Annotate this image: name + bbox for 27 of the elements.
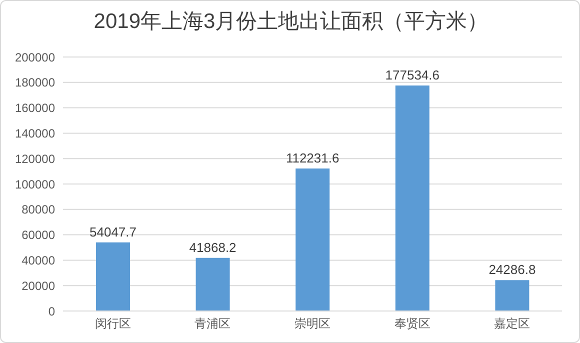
y-tick-label: 200000 <box>14 50 56 64</box>
bar <box>96 242 130 311</box>
x-tick-label: 奉贤区 <box>394 316 430 331</box>
data-label: 41868.2 <box>189 240 236 255</box>
y-tick-label: 100000 <box>14 177 56 192</box>
x-tick-label: 嘉定区 <box>494 316 530 331</box>
x-tick-label: 青浦区 <box>194 316 231 331</box>
chart-title: 2019年上海3月份土地出让面积（平方米） <box>92 9 490 35</box>
y-tick-label: 0 <box>48 304 56 318</box>
y-tick-label: 180000 <box>14 76 56 90</box>
bar <box>495 280 530 311</box>
data-label: 177534.6 <box>385 68 440 83</box>
data-label: 112231.6 <box>286 150 340 166</box>
y-tick-label: 80000 <box>22 202 56 217</box>
data-label: 54047.7 <box>90 224 136 240</box>
data-label: 24286.8 <box>488 262 536 278</box>
y-tick-label: 60000 <box>22 228 56 242</box>
x-tick-label: 崇明区 <box>294 316 330 331</box>
y-tick-label: 140000 <box>14 126 56 140</box>
y-tick-label: 160000 <box>14 101 56 116</box>
y-tick-label: 40000 <box>22 253 56 268</box>
y-tick-label: 20000 <box>22 278 56 293</box>
y-tick-label: 120000 <box>14 152 56 166</box>
bar <box>296 168 330 311</box>
bar <box>395 86 430 311</box>
bar <box>196 258 230 311</box>
x-tick-label: 闵行区 <box>94 316 131 331</box>
